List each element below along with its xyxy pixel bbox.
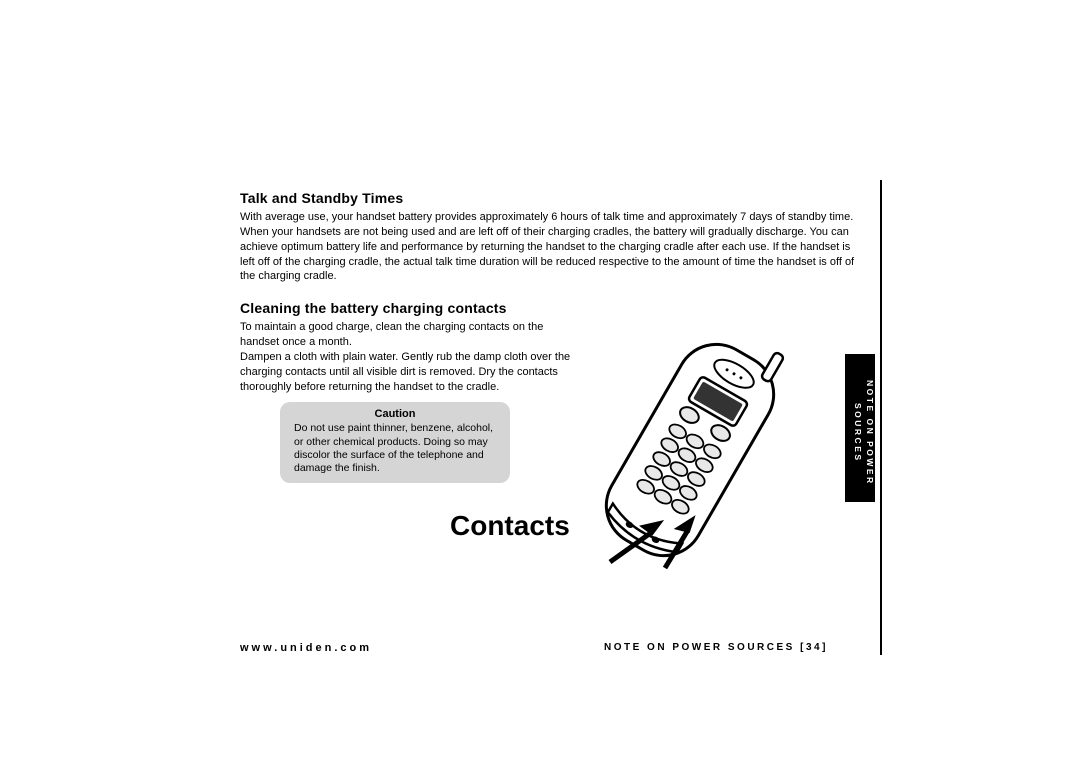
- side-tab-line1: NOTE ON POWER: [865, 380, 875, 486]
- footer-url: www.uniden.com: [240, 642, 372, 654]
- left-column: To maintain a good charge, clean the cha…: [240, 320, 580, 483]
- handset-illustration: [560, 320, 820, 580]
- contacts-label: Contacts: [450, 510, 570, 542]
- heading-cleaning: Cleaning the battery charging contacts: [240, 300, 860, 316]
- side-tab-line2: SOURCES: [853, 403, 863, 463]
- body-talk-standby: With average use, your handset battery p…: [240, 210, 860, 284]
- caution-text: Do not use paint thinner, benzene, alcoh…: [294, 422, 496, 475]
- caution-title: Caution: [294, 408, 496, 420]
- page-border-right: [880, 180, 882, 655]
- side-tab: NOTE ON POWER SOURCES: [845, 354, 875, 502]
- body-cleaning: To maintain a good charge, clean the cha…: [240, 320, 580, 394]
- caution-box: Caution Do not use paint thinner, benzen…: [280, 402, 510, 483]
- footer-page-label: NOTE ON POWER SOURCES [34]: [604, 642, 828, 653]
- heading-talk-standby: Talk and Standby Times: [240, 190, 860, 206]
